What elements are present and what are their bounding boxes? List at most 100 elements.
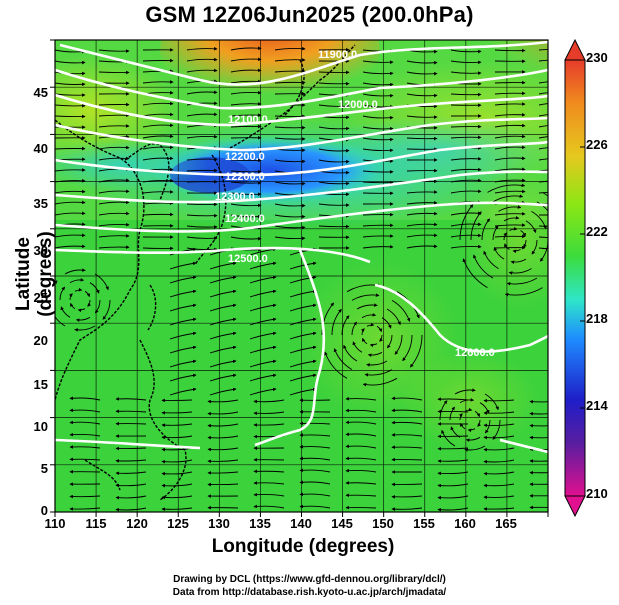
streamline: [345, 468, 377, 473]
streamline: [536, 201, 548, 212]
streamline: [345, 481, 377, 485]
streamline: [249, 373, 277, 382]
streamline: [362, 377, 398, 387]
streamline: [362, 234, 394, 238]
contour-labels: 11900.0 12000.0 12100.0 12200.0 12200.0 …: [215, 49, 495, 359]
streamline: [274, 46, 306, 51]
contour-label: 12100.0: [228, 114, 268, 126]
streamline: [318, 104, 350, 109]
streamline: [538, 103, 548, 106]
streamline: [249, 261, 277, 270]
streamline: [186, 134, 218, 139]
streamline: [186, 112, 218, 117]
streamline: [520, 230, 526, 237]
streamline: [87, 299, 91, 307]
streamline: [406, 211, 438, 216]
contour-label: 11900.0: [318, 49, 357, 61]
streamline: [299, 480, 331, 485]
streamline: [274, 225, 306, 230]
x-tick-label: 135: [249, 516, 271, 531]
streamline: [142, 80, 174, 84]
streamline: [494, 212, 526, 216]
streamline: [98, 211, 130, 216]
streamline: [169, 387, 197, 396]
streamline: [299, 468, 331, 473]
streamline: [437, 409, 469, 414]
streamline: [441, 429, 456, 447]
streamline: [207, 459, 239, 464]
streamline: [142, 101, 174, 106]
streamline: [538, 247, 548, 250]
streamline: [362, 82, 394, 87]
streamline: [538, 81, 548, 84]
streamline: [209, 331, 237, 340]
streamline: [249, 275, 277, 284]
colorbar-label: 230: [586, 50, 608, 65]
streamline: [318, 81, 350, 86]
streamline: [503, 232, 507, 241]
streamline: [161, 423, 193, 427]
streamline: [318, 159, 350, 164]
streamline: [230, 79, 262, 84]
streamline: [450, 135, 482, 140]
streamline: [249, 387, 277, 396]
streamline: [69, 408, 101, 413]
streamline: [406, 93, 438, 98]
streamline: [450, 426, 461, 438]
streamline: [459, 204, 474, 241]
colorbar-min-arrow: [564, 495, 586, 518]
streamline: [437, 483, 469, 488]
streamline: [299, 504, 331, 509]
streamline: [230, 57, 262, 62]
streamline: [69, 396, 101, 401]
streamline: [274, 159, 306, 164]
streamline: [289, 345, 317, 354]
streamline: [361, 328, 365, 336]
streamline: [207, 411, 239, 416]
streamline: [321, 302, 335, 336]
colorbar: [564, 38, 586, 518]
streamline: [494, 156, 526, 161]
streamline: [186, 68, 218, 73]
streamline: [345, 444, 377, 449]
streamline: [369, 343, 378, 348]
streamline: [274, 236, 306, 241]
streamline: [102, 299, 111, 320]
streamline: [230, 214, 262, 219]
streamline: [69, 445, 101, 449]
streamline: [169, 303, 197, 312]
x-tick-label: 110: [44, 516, 66, 531]
streamline: [69, 507, 101, 511]
streamline: [538, 125, 548, 128]
streamline: [253, 469, 285, 474]
streamline: [386, 334, 393, 349]
streamline: [98, 145, 130, 150]
streamline: [74, 325, 96, 332]
streamline: [391, 433, 423, 437]
streamline: [362, 180, 394, 185]
streamline: [362, 170, 394, 174]
y-tick-label: 45: [33, 85, 48, 100]
streamline: [289, 359, 317, 368]
streamline: [186, 57, 218, 62]
streamline: [450, 189, 482, 194]
streamline: [299, 456, 331, 461]
streamline: [494, 145, 526, 150]
streamline: [351, 321, 358, 336]
streamline: [356, 303, 378, 310]
streamline: [230, 124, 262, 129]
streamline: [450, 60, 482, 65]
x-tick-label: 115: [85, 516, 107, 531]
streamline: [209, 289, 237, 298]
colorbar-label: 214: [586, 398, 608, 413]
streamline: [437, 471, 469, 476]
y-tick-label: 0: [40, 503, 48, 518]
colorbar-label: 210: [586, 486, 608, 501]
streamline: [209, 387, 237, 396]
streamline: [529, 505, 548, 510]
streamline: [274, 203, 306, 208]
streamline: [450, 244, 482, 249]
streamline: [207, 471, 239, 475]
streamline: [55, 200, 86, 205]
colorbar-label: 218: [586, 311, 608, 326]
